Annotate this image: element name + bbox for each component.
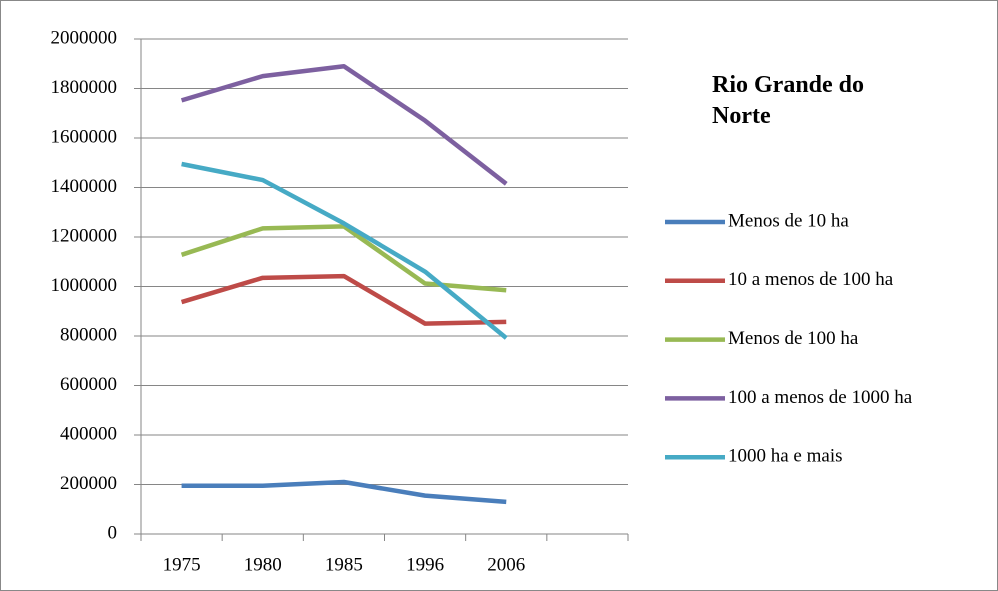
y-tick-label: 1800000	[51, 77, 118, 98]
series-line	[180, 63, 508, 186]
y-tick-label: 800000	[60, 324, 117, 345]
y-tick-label: 1000000	[51, 275, 118, 296]
series-line	[181, 161, 508, 340]
y-tick-label: 0	[108, 522, 118, 543]
y-tick-label: 1400000	[51, 176, 118, 197]
y-tick-label: 1200000	[51, 225, 118, 246]
legend-label: 1000 ha e mais	[728, 446, 843, 467]
series-line	[181, 479, 507, 505]
x-tick-label: 1985	[325, 554, 363, 575]
legend-label: Menos de 100 ha	[728, 328, 859, 349]
x-tick-label: 1996	[406, 554, 444, 575]
y-tick-label: 600000	[60, 374, 117, 395]
y-tick-label: 2000000	[51, 27, 118, 48]
x-tick-label: 1975	[163, 554, 201, 575]
legend-label: 10 a menos de 100 ha	[728, 269, 894, 290]
legend-label: Menos de 10 ha	[728, 210, 849, 231]
series-line	[180, 273, 507, 326]
x-tick-label: 2006	[487, 554, 525, 575]
y-tick-label: 400000	[60, 423, 117, 444]
series-line	[180, 224, 507, 293]
y-tick-label: 200000	[60, 473, 117, 494]
legend-label: 100 a menos de 1000 ha	[728, 387, 913, 408]
x-tick-label: 1980	[244, 554, 282, 575]
chart-title: Rio Grande do Norte	[712, 72, 865, 129]
y-tick-label: 1600000	[51, 126, 118, 147]
